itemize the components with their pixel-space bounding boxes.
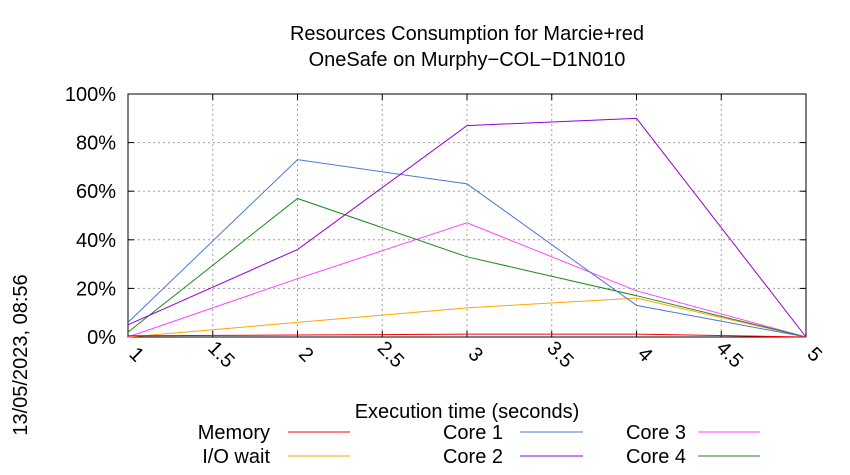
series-line-memory	[127, 333, 807, 338]
y-tick-label: 100%	[65, 84, 116, 106]
x-tick-label: 1	[125, 343, 148, 366]
y-tick-label: 0%	[87, 327, 116, 349]
legend-label: Core 3	[626, 422, 686, 444]
y-tick-label: 80%	[76, 133, 116, 155]
legend-item-core-3: Core 3	[626, 422, 760, 444]
series-line-core-3	[127, 222, 807, 338]
chart-title-line-2: OneSafe on Murphy−COL−D1N010	[309, 49, 626, 71]
x-tick-label: 3.5	[542, 337, 577, 372]
series-line-core-1	[127, 159, 807, 338]
legend-label: Core 2	[443, 446, 503, 468]
series-line-core-2	[127, 117, 807, 338]
x-tick-label: 3	[464, 343, 487, 366]
legend-label: I/O wait	[202, 446, 270, 468]
legend-item-core-2: Core 2	[443, 446, 583, 468]
series-line-i-o-wait	[127, 297, 807, 338]
series-line-core-4	[127, 197, 807, 338]
legend-item-core-1: Core 1	[443, 422, 583, 444]
plot-axes	[127, 93, 807, 338]
x-tick-label: 2	[294, 343, 317, 366]
legend-label: Memory	[198, 422, 270, 444]
x-tick-label: 5	[803, 343, 826, 366]
y-tick-label: 20%	[76, 278, 116, 300]
chart-title-line-1: Resources Consumption for Marcie+red	[290, 23, 644, 45]
x-tick-label: 1.5	[203, 337, 238, 372]
x-tick-label: 2.5	[373, 337, 408, 372]
y-tick-labels: 0% 20% 40% 60% 80% 100%	[65, 84, 116, 349]
x-tick-labels: 1 1.5 2 2.5 3 3.5 4 4.5 5	[125, 337, 826, 372]
legend-item-i-o-wait: I/O wait	[202, 446, 350, 468]
x-axis-label: Execution time (seconds)	[355, 401, 580, 423]
x-tick-label: 4.5	[712, 337, 747, 372]
y-tick-label: 40%	[76, 230, 116, 252]
timestamp-label: 13/05/2023, 08:56	[10, 274, 32, 435]
x-tick-label: 4	[633, 343, 656, 366]
series-lines	[127, 117, 807, 338]
legend-item-memory: Memory	[198, 422, 350, 444]
legend-item-core-4: Core 4	[626, 446, 760, 468]
legend-label: Core 1	[443, 422, 503, 444]
y-tick-label: 60%	[76, 181, 116, 203]
grid-lines	[128, 94, 806, 337]
legend-label: Core 4	[626, 446, 686, 468]
